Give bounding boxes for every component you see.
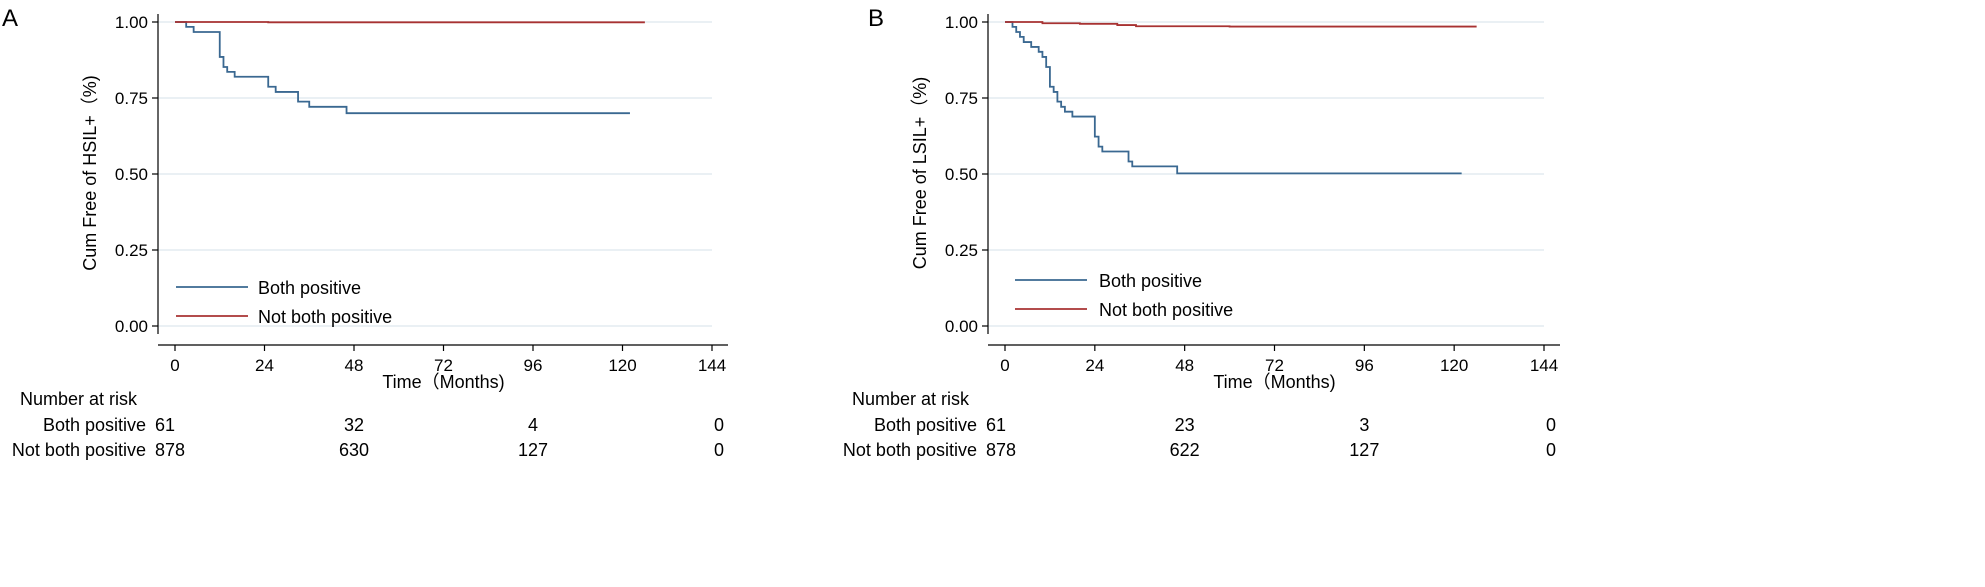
chart-panel-b: B 0.00 0.25 0.50 0.75 1.00 0 24 48 72 96 120 144 Time… bbox=[843, 5, 1560, 460]
risk-table-title: Number at risk bbox=[20, 389, 138, 409]
x-tick-label: 48 bbox=[1175, 356, 1194, 375]
risk-value: 127 bbox=[1349, 440, 1379, 460]
risk-value: 23 bbox=[1175, 415, 1195, 435]
y-tick-label: 0.75 bbox=[115, 89, 148, 108]
y-tick-label: 0.50 bbox=[945, 165, 978, 184]
x-tick-label: 144 bbox=[1530, 356, 1558, 375]
y-tick-label: 0.00 bbox=[945, 317, 978, 336]
chart-panel-a: A 0.00 0.25 0.50 0.75 1.00 0 24 48 72 96 120 144 Time… bbox=[2, 5, 728, 460]
x-tick-label: 24 bbox=[255, 356, 274, 375]
risk-value: 32 bbox=[344, 415, 364, 435]
x-axis-title: Time（Months) bbox=[382, 372, 504, 392]
risk-table-title: Number at risk bbox=[852, 389, 970, 409]
y-axis-title: Cum Free of LSIL+（%) bbox=[910, 77, 930, 270]
x-tick-label: 144 bbox=[698, 356, 726, 375]
legend-label: Both positive bbox=[1099, 271, 1202, 291]
risk-value: 622 bbox=[1170, 440, 1200, 460]
y-tick-label: 0.25 bbox=[945, 241, 978, 260]
y-tick-label: 1.00 bbox=[115, 13, 148, 32]
legend-label: Both positive bbox=[258, 278, 361, 298]
series-line-both-positive bbox=[1005, 21, 1462, 175]
risk-value: 630 bbox=[339, 440, 369, 460]
risk-value: 0 bbox=[1546, 440, 1556, 460]
y-tick-label: 0.25 bbox=[115, 241, 148, 260]
x-tick-label: 48 bbox=[345, 356, 364, 375]
x-tick-label: 24 bbox=[1085, 356, 1104, 375]
risk-row-label: Not both positive bbox=[12, 440, 146, 460]
x-tick-label: 96 bbox=[1355, 356, 1374, 375]
panel-label: A bbox=[2, 5, 18, 32]
risk-value: 3 bbox=[1359, 415, 1369, 435]
x-tick-label: 0 bbox=[170, 356, 179, 375]
y-tick-label: 0.50 bbox=[115, 165, 148, 184]
risk-row-label: Both positive bbox=[43, 415, 146, 435]
y-axis-title: Cum Free of HSIL+（%) bbox=[80, 75, 100, 271]
series-line-both-positive bbox=[175, 21, 630, 115]
risk-value: 878 bbox=[986, 440, 1016, 460]
x-tick-label: 72 bbox=[1265, 356, 1284, 375]
risk-value: 61 bbox=[986, 415, 1006, 435]
risk-value: 4 bbox=[528, 415, 538, 435]
risk-value: 0 bbox=[714, 415, 724, 435]
risk-value: 878 bbox=[155, 440, 185, 460]
risk-row-label: Not both positive bbox=[843, 440, 977, 460]
legend-label: Not both positive bbox=[1099, 300, 1233, 320]
x-tick-label: 96 bbox=[524, 356, 543, 375]
risk-value: 0 bbox=[714, 440, 724, 460]
x-axis-title: Time（Months) bbox=[1213, 372, 1335, 392]
y-tick-label: 1.00 bbox=[945, 13, 978, 32]
risk-value: 0 bbox=[1546, 415, 1556, 435]
legend-label: Not both positive bbox=[258, 307, 392, 327]
x-tick-label: 0 bbox=[1000, 356, 1009, 375]
y-tick-label: 0.00 bbox=[115, 317, 148, 336]
y-tick-label: 0.75 bbox=[945, 89, 978, 108]
x-tick-label: 72 bbox=[434, 356, 453, 375]
risk-value: 61 bbox=[155, 415, 175, 435]
x-tick-label: 120 bbox=[608, 356, 636, 375]
risk-value: 127 bbox=[518, 440, 548, 460]
series-line-not-both-positive bbox=[1005, 21, 1477, 28]
x-tick-label: 120 bbox=[1440, 356, 1468, 375]
risk-row-label: Both positive bbox=[874, 415, 977, 435]
panel-label: B bbox=[868, 5, 884, 32]
